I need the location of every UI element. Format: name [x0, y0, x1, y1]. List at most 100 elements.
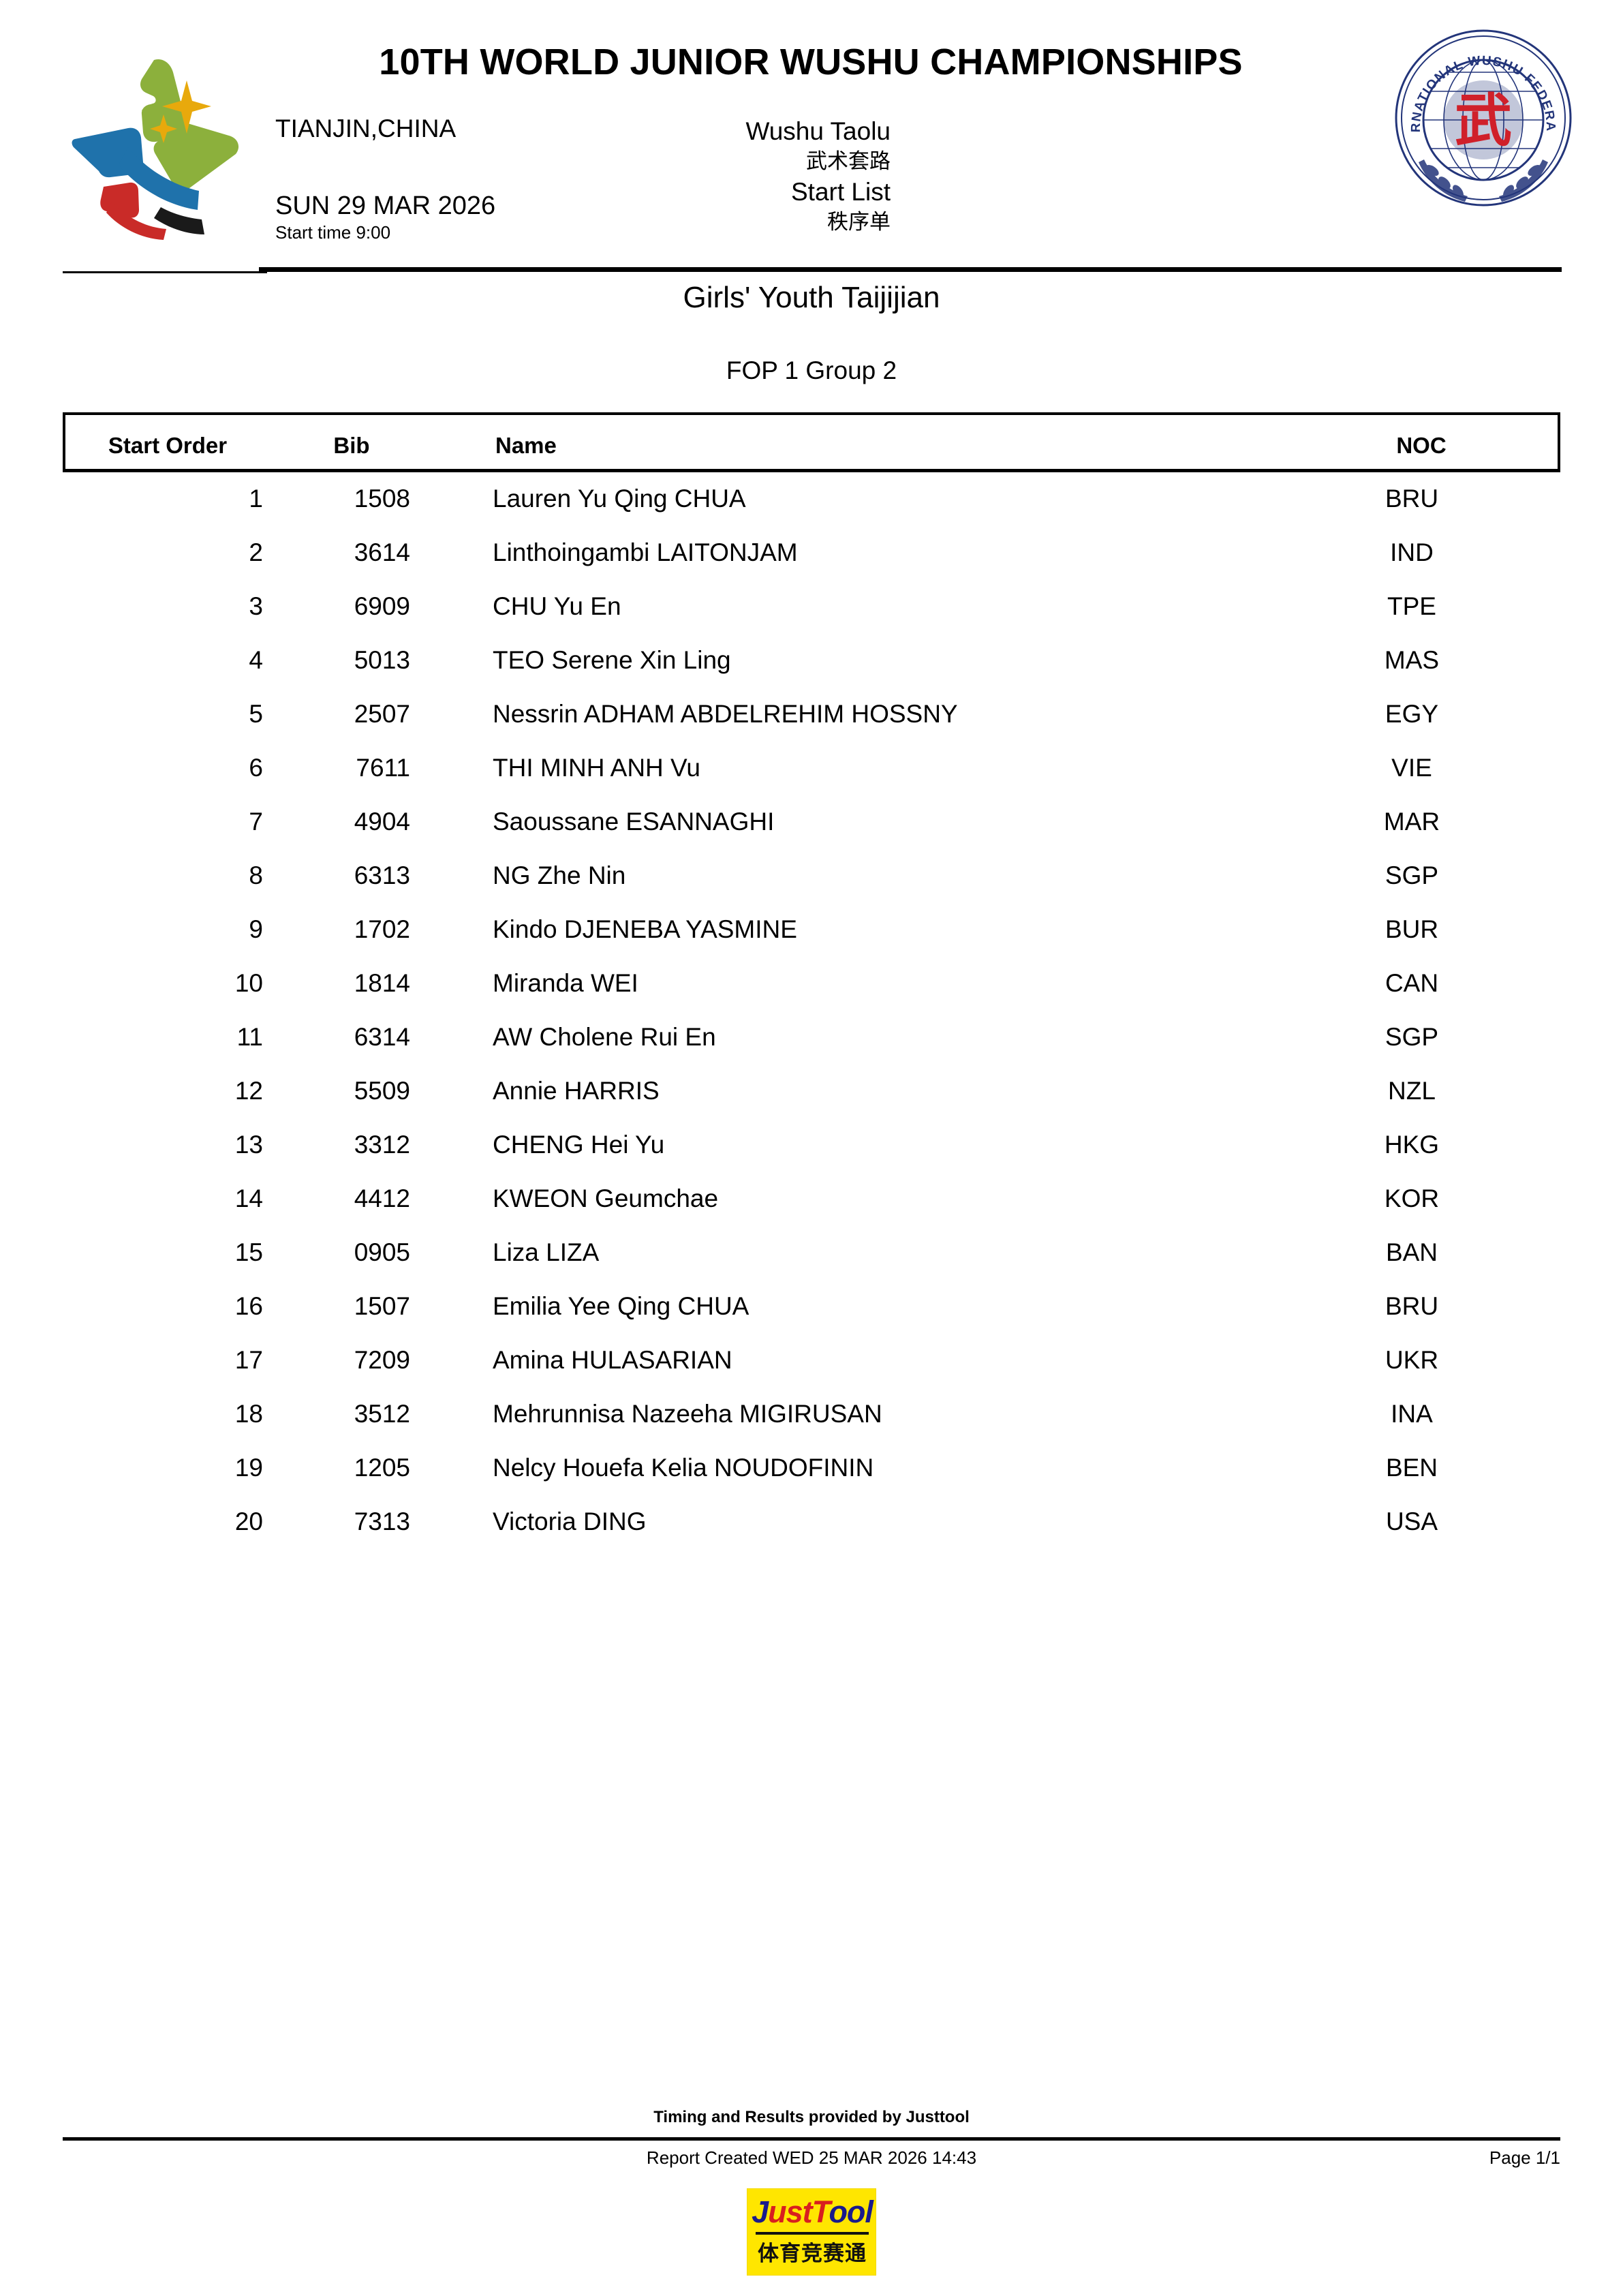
footer-page-number: Page 1/1	[1489, 2147, 1560, 2168]
cell-bib: 7209	[354, 1346, 410, 1374]
cell-name: Emilia Yee Qing CHUA	[493, 1292, 749, 1320]
cell-noc: SGP	[1385, 861, 1439, 889]
table-row: 15 0905 Liza LIZA BAN	[63, 1226, 1560, 1280]
cell-start-order: 9	[249, 915, 263, 943]
cell-start-order: 11	[236, 1023, 263, 1051]
cell-bib: 5013	[354, 646, 410, 674]
cell-start-order: 6	[249, 754, 263, 782]
event-date: SUN 29 MAR 2026	[275, 192, 496, 220]
cell-noc: INA	[1391, 1400, 1433, 1428]
cell-start-order: 3	[249, 592, 263, 620]
cell-noc: BRU	[1385, 485, 1439, 512]
document-header: 武 INTERNATIONAL WUSHU FEDERATION 10TH WO…	[0, 0, 1623, 273]
start-list-table: Start Order Bib Name NOC 1 1508 Lauren Y…	[63, 412, 1560, 1549]
venue-location: TIANJIN,CHINA	[275, 114, 457, 142]
cell-noc: VIE	[1391, 754, 1432, 782]
cell-noc: USA	[1385, 1507, 1438, 1535]
cell-name: Nelcy Houefa Kelia NOUDOFININ	[493, 1454, 874, 1482]
cell-noc: HKG	[1384, 1131, 1440, 1159]
cell-noc: EGY	[1385, 700, 1439, 728]
table-row: 5 2507 Nessrin ADHAM ABDELREHIM HOSSNY E…	[63, 688, 1560, 741]
iwuf-federation-logo: 武 INTERNATIONAL WUSHU FEDERATION	[1386, 15, 1575, 210]
cell-bib: 4904	[354, 808, 410, 836]
header-rule-thin	[63, 271, 267, 273]
cell-start-order: 14	[234, 1184, 263, 1212]
cell-bib: 5509	[354, 1077, 410, 1105]
justtool-letters-ool: ool	[829, 2194, 873, 2229]
header-rule-thick	[259, 267, 1562, 272]
table-row: 11 6314 AW Cholene Rui En SGP	[63, 1011, 1560, 1065]
cell-name: Liza LIZA	[493, 1238, 600, 1266]
justtool-letter-j: J	[752, 2194, 769, 2229]
cell-noc: BRU	[1385, 1292, 1439, 1320]
cell-noc: TPE	[1387, 592, 1436, 620]
cell-start-order: 10	[234, 969, 263, 997]
cell-name: Victoria DING	[493, 1507, 647, 1535]
cell-start-order: 5	[249, 700, 263, 728]
table-row: 2 3614 Linthoingambi LAITONJAM IND	[63, 526, 1560, 580]
cell-name: Saoussane ESANNAGHI	[493, 808, 775, 836]
event-start-time: Start time 9:00	[275, 222, 391, 243]
cell-name: Lauren Yu Qing CHUA	[493, 485, 746, 512]
cell-start-order: 2	[249, 538, 263, 566]
cell-name: Mehrunnisa Nazeeha MIGIRUSAN	[493, 1400, 882, 1428]
justtool-letters-ust: ust	[768, 2194, 812, 2229]
cell-start-order: 8	[249, 861, 263, 889]
cell-start-order: 7	[249, 808, 263, 836]
column-header-noc: NOC	[1396, 433, 1447, 458]
document-type-en: Start List	[791, 178, 891, 206]
table-row: 17 7209 Amina HULASARIAN UKR	[63, 1334, 1560, 1388]
cell-bib: 1702	[354, 915, 410, 943]
cell-noc: UKR	[1385, 1346, 1439, 1374]
cell-start-order: 15	[234, 1238, 263, 1266]
cell-name: NG Zhe Nin	[493, 861, 626, 889]
cell-name: Linthoingambi LAITONJAM	[493, 538, 798, 566]
justtool-chinese-text: 体育竞赛通	[758, 2241, 867, 2265]
cell-start-order: 20	[234, 1507, 263, 1535]
cell-start-order: 13	[234, 1131, 263, 1159]
cell-bib: 1508	[354, 485, 410, 512]
cell-name: Nessrin ADHAM ABDELREHIM HOSSNY	[493, 700, 958, 728]
cell-name: Kindo DJENEBA YASMINE	[493, 915, 797, 943]
table-row: 1 1508 Lauren Yu Qing CHUA BRU	[63, 472, 1560, 526]
table-row: 3 6909 CHU Yu En TPE	[63, 580, 1560, 634]
table-row: 10 1814 Miranda WEI CAN	[63, 957, 1560, 1011]
cell-start-order: 16	[234, 1292, 263, 1320]
cell-bib: 7313	[354, 1507, 410, 1535]
cell-noc: BAN	[1385, 1238, 1438, 1266]
cell-name: AW Cholene Rui En	[493, 1023, 716, 1051]
cell-noc: SGP	[1385, 1023, 1439, 1051]
cell-bib: 3312	[354, 1131, 410, 1159]
cell-bib: 6314	[354, 1023, 410, 1051]
cell-bib: 3614	[354, 538, 410, 566]
fop-group-label: FOP 1 Group 2	[726, 356, 897, 384]
table-row: 7 4904 Saoussane ESANNAGHI MAR	[63, 795, 1560, 849]
cell-bib: 7611	[356, 754, 410, 782]
footer-provider-note: Timing and Results provided by Justtool	[653, 2108, 970, 2126]
footer-report-created: Report Created WED 25 MAR 2026 14:43	[646, 2147, 977, 2168]
cell-noc: CAN	[1385, 969, 1439, 997]
table-row: 9 1702 Kindo DJENEBA YASMINE BUR	[63, 903, 1560, 957]
cell-noc: BEN	[1385, 1454, 1438, 1482]
table-row: 19 1205 Nelcy Houefa Kelia NOUDOFININ BE…	[63, 1441, 1560, 1495]
cell-name: KWEON Geumchae	[493, 1184, 719, 1212]
cell-start-order: 19	[234, 1454, 263, 1482]
table-row: 14 4412 KWEON Geumchae KOR	[63, 1172, 1560, 1226]
cell-bib: 1205	[354, 1454, 410, 1482]
cell-start-order: 18	[234, 1400, 263, 1428]
cell-name: Miranda WEI	[493, 969, 638, 997]
discipline-name-zh: 武术套路	[806, 149, 891, 173]
table-row: 13 3312 CHENG Hei Yu HKG	[63, 1118, 1560, 1172]
wushu-character: 武	[1455, 90, 1512, 153]
table-row: 8 6313 NG Zhe Nin SGP	[63, 849, 1560, 903]
footer-rule	[63, 2137, 1560, 2141]
cell-start-order: 17	[234, 1346, 263, 1374]
cell-bib: 6313	[354, 861, 410, 889]
table-row: 18 3512 Mehrunnisa Nazeeha MIGIRUSAN INA	[63, 1388, 1560, 1441]
cell-noc: IND	[1390, 538, 1434, 566]
championship-title: 10TH WORLD JUNIOR WUSHU CHAMPIONSHIPS	[379, 42, 1243, 82]
justtool-logo: JustTool 体育竞赛通	[747, 2188, 876, 2276]
cell-bib: 6909	[354, 592, 410, 620]
cell-start-order: 12	[234, 1077, 263, 1105]
column-header-start-order: Start Order	[108, 433, 228, 458]
